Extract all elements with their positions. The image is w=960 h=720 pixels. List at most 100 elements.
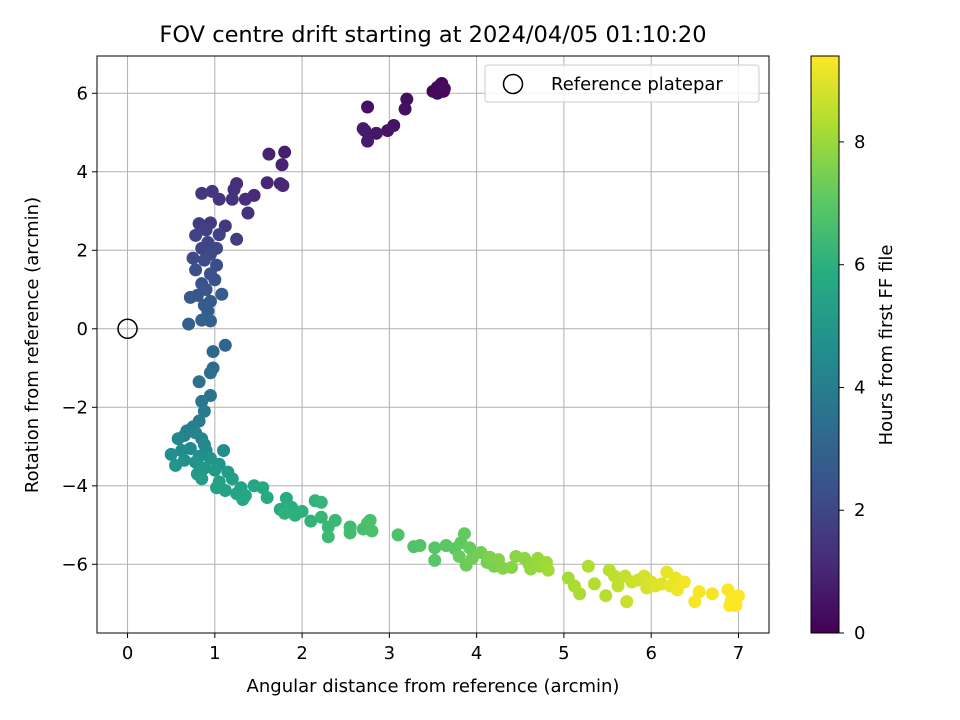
data-point xyxy=(391,528,405,542)
data-point xyxy=(278,506,292,520)
colorbar-tick-label: 6 xyxy=(854,255,865,276)
x-tick-label: 0 xyxy=(122,643,133,664)
data-point xyxy=(705,587,719,601)
y-tick-label: −6 xyxy=(61,554,88,575)
data-point xyxy=(369,126,383,140)
data-point xyxy=(304,514,318,528)
data-point xyxy=(729,599,743,613)
data-point xyxy=(541,563,555,577)
x-tick-label: 7 xyxy=(733,643,744,664)
data-point xyxy=(400,92,414,106)
data-point xyxy=(437,82,451,96)
data-point xyxy=(413,538,427,552)
data-point xyxy=(208,463,222,477)
x-tick-label: 4 xyxy=(471,643,482,664)
data-point xyxy=(260,491,274,505)
data-point xyxy=(230,232,244,246)
data-point xyxy=(241,206,255,220)
data-point xyxy=(463,541,477,555)
data-point xyxy=(175,443,189,457)
data-point xyxy=(295,504,309,518)
y-axis-label: Rotation from reference (arcmin) xyxy=(22,197,43,493)
plot-frame xyxy=(96,55,770,634)
data-point xyxy=(620,595,634,609)
colorbar xyxy=(810,55,840,634)
data-point xyxy=(199,223,213,237)
data-point xyxy=(452,549,466,563)
data-point xyxy=(328,513,342,527)
data-point xyxy=(428,553,442,567)
data-point xyxy=(203,314,217,328)
data-point xyxy=(256,481,270,495)
data-point xyxy=(361,134,375,148)
data-point xyxy=(195,186,209,200)
legend: Reference platepar xyxy=(484,64,760,103)
data-point xyxy=(183,290,197,304)
data-point xyxy=(192,375,206,389)
data-point xyxy=(203,366,217,380)
data-point xyxy=(197,253,211,267)
x-tick-label: 5 xyxy=(558,643,569,664)
data-point xyxy=(573,587,587,601)
data-point xyxy=(677,575,691,589)
legend-label: Reference platepar xyxy=(551,74,723,95)
data-point xyxy=(692,585,706,599)
data-point xyxy=(731,589,745,603)
data-point xyxy=(608,569,622,583)
data-point xyxy=(343,526,357,540)
data-point xyxy=(182,317,196,331)
colorbar-tick-label: 4 xyxy=(854,377,865,398)
data-point xyxy=(314,495,328,509)
x-axis-label: Angular distance from reference (arcmin) xyxy=(247,676,620,697)
data-point xyxy=(688,595,702,609)
chart-title: FOV centre drift starting at 2024/04/05 … xyxy=(159,22,706,48)
data-point xyxy=(195,472,209,486)
y-tick-label: 2 xyxy=(77,240,88,261)
data-point xyxy=(197,404,211,418)
colorbar-tick-label: 0 xyxy=(854,623,865,644)
data-point xyxy=(505,560,519,574)
data-point xyxy=(398,102,412,116)
data-point xyxy=(599,589,613,603)
data-point xyxy=(721,583,735,597)
data-point xyxy=(218,484,232,498)
x-tick-label: 6 xyxy=(645,643,656,664)
data-point xyxy=(205,184,219,198)
data-point xyxy=(321,530,335,544)
data-point xyxy=(189,263,203,277)
data-point xyxy=(278,145,292,159)
data-point xyxy=(189,228,203,242)
y-tick-label: 4 xyxy=(77,162,88,183)
colorbar-tick-label: 2 xyxy=(854,500,865,521)
data-point xyxy=(275,158,289,172)
data-point xyxy=(217,443,231,457)
data-point xyxy=(208,273,222,287)
colorbar-tick-label: 8 xyxy=(854,132,865,153)
data-point xyxy=(212,228,226,242)
data-point xyxy=(238,192,252,206)
data-point xyxy=(225,472,239,486)
y-tick-label: 0 xyxy=(77,319,88,340)
scatter-points xyxy=(164,76,745,613)
y-tick-label: −4 xyxy=(61,476,88,497)
data-point xyxy=(195,394,209,408)
colorbar-ticks: 0 2 4 6 8 xyxy=(839,132,865,644)
data-point xyxy=(227,182,241,196)
data-point xyxy=(236,493,250,507)
y-tick-label: −2 xyxy=(61,397,88,418)
legend-box xyxy=(484,64,760,103)
x-tick-label: 1 xyxy=(209,643,220,664)
y-tick-label: 6 xyxy=(77,83,88,104)
x-tick-label: 2 xyxy=(296,643,307,664)
data-point xyxy=(262,147,276,161)
x-tick-label: 3 xyxy=(384,643,395,664)
data-point xyxy=(611,579,625,593)
data-point xyxy=(215,287,229,301)
data-point xyxy=(457,527,471,541)
data-point xyxy=(587,577,601,591)
data-point xyxy=(218,338,232,352)
data-point xyxy=(164,447,178,461)
data-point xyxy=(365,524,379,538)
data-point xyxy=(186,251,200,265)
